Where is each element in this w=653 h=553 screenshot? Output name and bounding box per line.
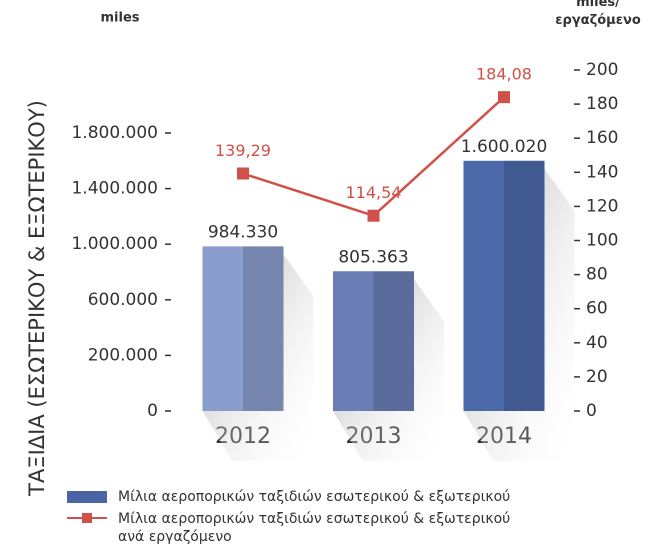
y2-tick-label: 80 [586,265,608,285]
bar-shade [504,160,545,411]
legend-label: Μίλια αεροπορικών ταξιδιών εσωτερικού & … [118,511,511,545]
y2-tick-label: 100 [586,231,618,251]
line-marker [498,91,510,104]
y2-tick-label: 140 [586,162,618,182]
y2-tick-label: 0 [586,401,597,421]
y-tick-label: 1.400.000 [71,179,158,199]
y-tick-label: 200.000 [88,345,158,365]
y2-tick-label: 180 [586,94,618,114]
y-tick-label: 1.000.000 [71,234,158,254]
y-tick-label: 600.000 [88,290,158,310]
bar [202,246,284,411]
line-value-label: 139,29 [215,141,271,160]
y2-tick-label: 120 [586,196,618,216]
y-tick-label: 0 [147,401,158,421]
y2-tick-label: 200 [586,60,618,80]
bar [463,160,545,411]
y-axis-title: ΤΑΞΙΔΙΑ (ΕΣΩΤΕΡΙΚΟΥ & ΕΞΩΤΕΡΙΚΟΥ) [25,100,49,497]
y-unit: miles [100,11,139,26]
bar-shade [243,246,284,411]
y-tick-label: 1.800.000 [71,123,158,143]
bar-value-label: 805.363 [338,247,408,267]
y2-tick-label: 20 [586,367,608,387]
line-value-label: 114,54 [346,183,402,202]
y2-tick-label: 40 [586,333,608,353]
y2-unit: miles/ εργαζόμενο [555,0,641,28]
line-marker [237,167,249,180]
bar-value-label: 1.600.020 [461,137,548,157]
bar-shade [373,271,414,411]
line-value-label: 184,08 [476,65,532,84]
bar [333,271,414,411]
y2-tick-label: 160 [586,128,618,148]
bar-value-label: 984.330 [208,222,278,242]
legend-label: Μίλια αεροπορικών ταξιδιών εσωτερικού & … [118,489,511,505]
line-marker [367,209,380,222]
y2-tick-label: 60 [586,299,608,319]
